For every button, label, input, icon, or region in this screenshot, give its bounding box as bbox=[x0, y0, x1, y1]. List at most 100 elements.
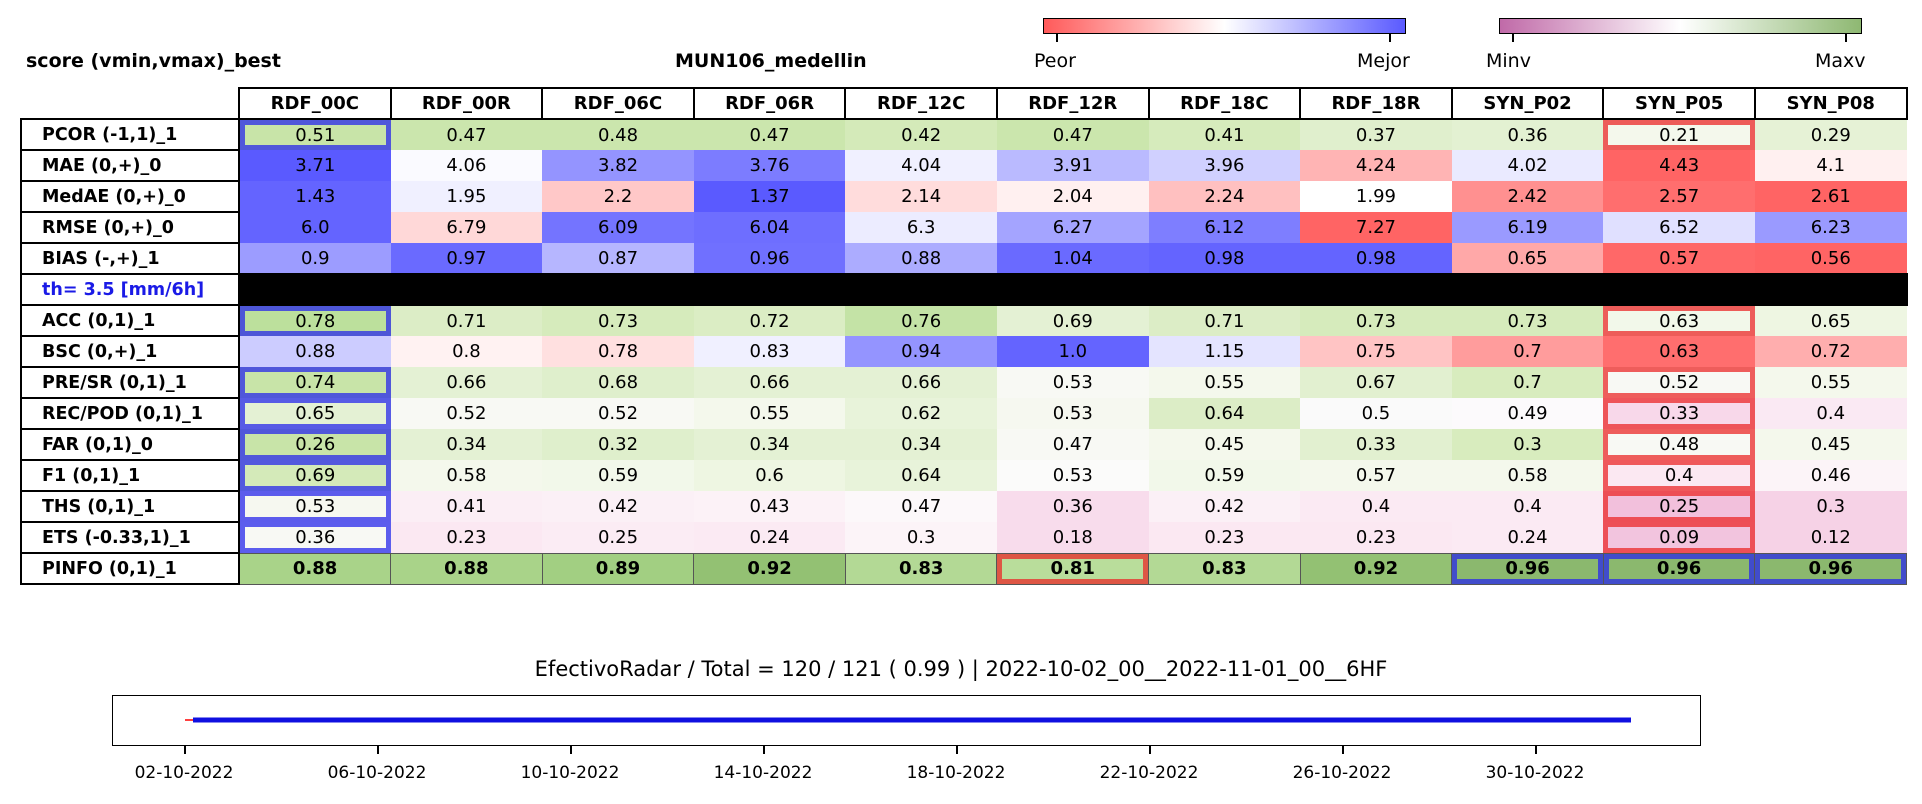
heatmap-cell: 0.4 bbox=[1300, 491, 1452, 522]
heatmap-cell: 2.61 bbox=[1754, 181, 1907, 212]
heatmap-cell: 2.2 bbox=[542, 181, 694, 212]
heatmap-cell: 0.55 bbox=[1754, 367, 1907, 398]
heatmap-cell: 0.24 bbox=[1451, 522, 1604, 553]
row-label: REC/POD (0,1)_1 bbox=[20, 397, 240, 430]
heatmap-row: ETS (-0.33,1)_1 0.36 0.23 0.25 0.24 0.3 0.18 0.… bbox=[20, 521, 1907, 554]
heatmap-cell: 0.3 bbox=[1451, 429, 1604, 460]
score-heatmap-table: RDF_00C RDF_00R RDF_06C RDF_06R RDF_12C RDF_1… bbox=[20, 87, 1908, 585]
heatmap-cell: 0.63 bbox=[1603, 336, 1755, 367]
heatmap-cell: 0.53 bbox=[996, 460, 1149, 491]
heatmap-cell: 7.27 bbox=[1300, 212, 1452, 243]
timeline-tick-label: 10-10-2022 bbox=[520, 763, 620, 783]
heatmap-cell: 0.66 bbox=[693, 367, 846, 398]
heatmap-cell: 0.23 bbox=[1148, 522, 1301, 553]
heatmap-cell: 0.76 bbox=[845, 305, 997, 336]
heatmap-cell: 0.37 bbox=[1300, 119, 1452, 150]
heatmap-cell: 1.37 bbox=[693, 181, 846, 212]
heatmap-cell: 0.71 bbox=[1148, 305, 1301, 336]
colorbar2-high-label: Maxv bbox=[1815, 50, 1866, 72]
heatmap-cell: 0.18 bbox=[996, 522, 1149, 553]
heatmap-cell: 0.5 bbox=[1300, 398, 1452, 429]
heatmap-cell: 0.96 bbox=[1451, 552, 1604, 585]
column-header-rdf-00r: RDF_00R bbox=[389, 87, 544, 120]
timeline-tick bbox=[377, 746, 379, 754]
heatmap-cell: 0.3 bbox=[1754, 491, 1907, 522]
heatmap-cell: 0.7 bbox=[1451, 336, 1604, 367]
heatmap-cell: 2.42 bbox=[1451, 181, 1604, 212]
timeline-tick-label: 06-10-2022 bbox=[327, 763, 427, 783]
row-label: PINFO (0,1)_1 bbox=[20, 552, 240, 585]
timeline-tick bbox=[956, 746, 958, 754]
heatmap-row: PINFO (0,1)_1 0.88 0.88 0.89 0.92 0.83 0.81 0.8… bbox=[20, 552, 1908, 585]
heatmap-cell: 0.49 bbox=[1451, 398, 1604, 429]
colorbar2-tick-low bbox=[1512, 34, 1514, 42]
timeline-tick bbox=[184, 746, 186, 754]
heatmap-cell: 0.36 bbox=[996, 491, 1149, 522]
score-title: score (vmin,vmax)_best bbox=[26, 50, 281, 72]
row-label: ACC (0,1)_1 bbox=[20, 304, 240, 337]
heatmap-cell: 0.12 bbox=[1754, 522, 1907, 553]
heatmap-cell: 0.23 bbox=[390, 522, 543, 553]
heatmap-cell: 0.47 bbox=[845, 491, 997, 522]
threshold-separator-bar bbox=[238, 273, 1908, 306]
heatmap-cell: 6.3 bbox=[845, 212, 997, 243]
heatmap-cell: 6.79 bbox=[390, 212, 543, 243]
heatmap-row: REC/POD (0,1)_1 0.65 0.52 0.52 0.55 0.62 0.53 0… bbox=[20, 397, 1907, 430]
heatmap-cell: 0.73 bbox=[542, 305, 694, 336]
column-header-rdf-06c: RDF_06C bbox=[541, 87, 695, 120]
heatmap-row: MAE (0,+)_0 3.71 4.06 3.82 3.76 4.04 3.91 3.96 4… bbox=[20, 149, 1907, 182]
heatmap-cell: 0.62 bbox=[845, 398, 997, 429]
heatmap-cell: 0.47 bbox=[390, 119, 543, 150]
heatmap-cell: 0.72 bbox=[693, 305, 846, 336]
column-header-rdf-00c: RDF_00C bbox=[238, 87, 392, 120]
timeline-tick bbox=[763, 746, 765, 754]
heatmap-cell: 6.0 bbox=[239, 212, 391, 243]
heatmap-cell: 0.74 bbox=[239, 367, 391, 398]
heatmap-cell: 3.76 bbox=[693, 150, 846, 181]
heatmap-cell: 0.65 bbox=[1754, 305, 1907, 336]
heatmap-cell: 0.32 bbox=[542, 429, 694, 460]
heatmap-cell: 6.52 bbox=[1603, 212, 1755, 243]
heatmap-cell: 3.82 bbox=[542, 150, 694, 181]
heatmap-cell: 4.1 bbox=[1754, 150, 1907, 181]
heatmap-row: PRE/SR (0,1)_1 0.74 0.66 0.68 0.66 0.66 0.53 0.… bbox=[20, 366, 1907, 399]
heatmap-cell: 0.26 bbox=[239, 429, 391, 460]
row-label: PRE/SR (0,1)_1 bbox=[20, 366, 240, 399]
heatmap-cell: 1.15 bbox=[1148, 336, 1301, 367]
heatmap-cell: 0.47 bbox=[693, 119, 846, 150]
heatmap-cell: 0.71 bbox=[390, 305, 543, 336]
heatmap-cell: 4.04 bbox=[845, 150, 997, 181]
heatmap-row: THS (0,1)_1 0.53 0.41 0.42 0.43 0.47 0.36 0.42 0… bbox=[20, 490, 1907, 523]
column-header-rdf-12c: RDF_12C bbox=[844, 87, 998, 120]
heatmap-cell: 0.53 bbox=[239, 491, 391, 522]
colorbar2-tick-high bbox=[1845, 34, 1847, 42]
heatmap-cell: 0.73 bbox=[1451, 305, 1604, 336]
timeline-tick-label: 26-10-2022 bbox=[1292, 763, 1392, 783]
heatmap-row: ACC (0,1)_1 0.78 0.71 0.73 0.72 0.76 0.69 0.71 0… bbox=[20, 304, 1907, 337]
colorbar1-tick-high bbox=[1389, 34, 1391, 42]
column-header-syn-p08: SYN_P08 bbox=[1753, 87, 1908, 120]
heatmap-cell: 0.88 bbox=[239, 336, 391, 367]
heatmap-cell: 0.66 bbox=[390, 367, 543, 398]
heatmap-cell: 1.0 bbox=[996, 336, 1149, 367]
heatmap-cell: 0.7 bbox=[1451, 367, 1604, 398]
heatmap-cell: 0.88 bbox=[238, 552, 392, 585]
heatmap-cell: 0.47 bbox=[996, 429, 1149, 460]
heatmap-cell: 2.57 bbox=[1603, 181, 1755, 212]
heatmap-cell: 0.48 bbox=[1603, 429, 1755, 460]
row-label: PCOR (-1,1)_1 bbox=[20, 118, 240, 151]
heatmap-cell: 0.65 bbox=[1451, 243, 1604, 274]
heatmap-cell: 0.69 bbox=[996, 305, 1149, 336]
heatmap-cell: 0.33 bbox=[1603, 398, 1755, 429]
heatmap-cell: 6.04 bbox=[693, 212, 846, 243]
heatmap-row: F1 (0,1)_1 0.69 0.58 0.59 0.6 0.64 0.53 0.59 0.5… bbox=[20, 459, 1907, 492]
heatmap-cell: 1.04 bbox=[996, 243, 1149, 274]
colorbar-peor-mejor bbox=[1043, 18, 1406, 34]
heatmap-cell: 6.19 bbox=[1451, 212, 1604, 243]
heatmap-cell: 6.12 bbox=[1148, 212, 1301, 243]
column-header-row: RDF_00C RDF_00R RDF_06C RDF_06R RDF_12C RDF_1… bbox=[21, 87, 1908, 120]
heatmap-cell: 0.83 bbox=[693, 336, 846, 367]
heatmap-cell: 3.96 bbox=[1148, 150, 1301, 181]
column-header-rdf-18c: RDF_18C bbox=[1147, 87, 1302, 120]
heatmap-cell: 0.42 bbox=[1148, 491, 1301, 522]
